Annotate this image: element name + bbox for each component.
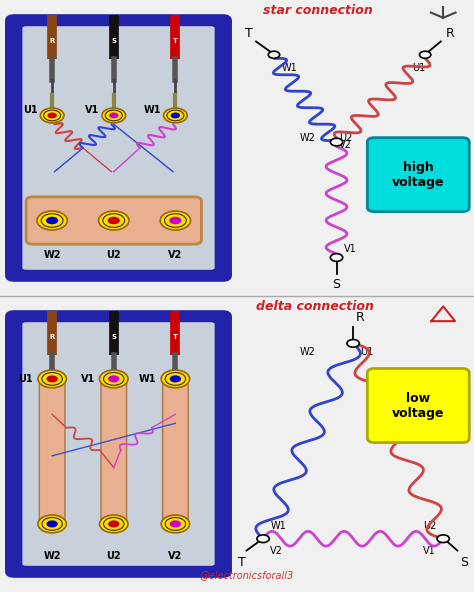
Text: U1: U1 bbox=[412, 63, 426, 73]
Circle shape bbox=[40, 108, 64, 123]
Text: S: S bbox=[111, 334, 116, 340]
Text: W2: W2 bbox=[44, 250, 61, 260]
Circle shape bbox=[99, 211, 129, 230]
FancyBboxPatch shape bbox=[21, 321, 216, 567]
Text: T: T bbox=[245, 27, 253, 40]
Text: U1: U1 bbox=[18, 374, 33, 384]
Circle shape bbox=[46, 520, 58, 527]
FancyBboxPatch shape bbox=[7, 312, 230, 575]
Circle shape bbox=[347, 339, 359, 347]
FancyBboxPatch shape bbox=[367, 368, 469, 443]
Text: W1: W1 bbox=[144, 105, 161, 114]
Circle shape bbox=[102, 108, 126, 123]
Text: R: R bbox=[356, 311, 365, 324]
Circle shape bbox=[46, 375, 58, 382]
FancyBboxPatch shape bbox=[367, 137, 469, 211]
Text: W1: W1 bbox=[282, 63, 298, 73]
Circle shape bbox=[47, 112, 57, 118]
Text: star connection: star connection bbox=[263, 5, 373, 17]
Circle shape bbox=[330, 253, 343, 262]
Circle shape bbox=[257, 535, 269, 542]
Text: delta connection: delta connection bbox=[256, 300, 374, 313]
Circle shape bbox=[268, 51, 280, 58]
FancyBboxPatch shape bbox=[26, 197, 201, 244]
Text: V2: V2 bbox=[168, 551, 182, 561]
FancyBboxPatch shape bbox=[21, 25, 216, 271]
FancyBboxPatch shape bbox=[101, 379, 127, 523]
Circle shape bbox=[161, 515, 190, 533]
Text: V1: V1 bbox=[85, 105, 100, 114]
Text: S: S bbox=[461, 556, 468, 570]
Text: U2: U2 bbox=[107, 250, 121, 260]
Circle shape bbox=[38, 370, 66, 388]
Circle shape bbox=[170, 520, 181, 527]
Text: T: T bbox=[173, 334, 178, 340]
Text: R: R bbox=[446, 27, 455, 40]
Text: V1: V1 bbox=[344, 244, 356, 253]
Circle shape bbox=[100, 370, 128, 388]
Circle shape bbox=[37, 211, 67, 230]
Circle shape bbox=[109, 112, 118, 118]
Text: S: S bbox=[111, 38, 116, 44]
Circle shape bbox=[170, 375, 181, 382]
Text: W2: W2 bbox=[300, 348, 315, 357]
Circle shape bbox=[38, 515, 66, 533]
Text: high
voltage: high voltage bbox=[392, 160, 445, 189]
Circle shape bbox=[161, 370, 190, 388]
Text: W1: W1 bbox=[139, 374, 156, 384]
FancyBboxPatch shape bbox=[39, 379, 65, 523]
Circle shape bbox=[419, 51, 431, 58]
Circle shape bbox=[437, 535, 449, 542]
Text: U2: U2 bbox=[107, 551, 121, 561]
Text: R: R bbox=[49, 334, 55, 340]
Circle shape bbox=[108, 217, 120, 224]
Text: S: S bbox=[333, 278, 340, 291]
Text: V2: V2 bbox=[339, 140, 352, 150]
Text: V2: V2 bbox=[168, 250, 182, 260]
Text: U2: U2 bbox=[339, 133, 352, 143]
Circle shape bbox=[108, 375, 119, 382]
Text: V1: V1 bbox=[81, 374, 95, 384]
Text: T: T bbox=[238, 556, 246, 570]
Circle shape bbox=[330, 138, 343, 146]
Text: W1: W1 bbox=[270, 522, 286, 532]
Text: @electronicsforall3: @electronicsforall3 bbox=[200, 570, 293, 580]
Text: W2: W2 bbox=[44, 551, 61, 561]
Text: T: T bbox=[173, 38, 178, 44]
Circle shape bbox=[160, 211, 191, 230]
Text: U1: U1 bbox=[23, 105, 38, 114]
Text: low
voltage: low voltage bbox=[392, 391, 445, 420]
Circle shape bbox=[46, 217, 58, 224]
Circle shape bbox=[169, 217, 182, 224]
Circle shape bbox=[171, 112, 180, 118]
FancyBboxPatch shape bbox=[163, 379, 188, 523]
Text: R: R bbox=[49, 38, 55, 44]
Text: U2: U2 bbox=[423, 522, 436, 532]
Circle shape bbox=[100, 515, 128, 533]
Circle shape bbox=[108, 520, 119, 527]
FancyBboxPatch shape bbox=[7, 16, 230, 280]
Circle shape bbox=[164, 108, 187, 123]
Text: W2: W2 bbox=[300, 133, 315, 143]
Text: U1: U1 bbox=[360, 348, 374, 357]
Text: V2: V2 bbox=[270, 546, 283, 556]
Text: V1: V1 bbox=[423, 546, 436, 556]
